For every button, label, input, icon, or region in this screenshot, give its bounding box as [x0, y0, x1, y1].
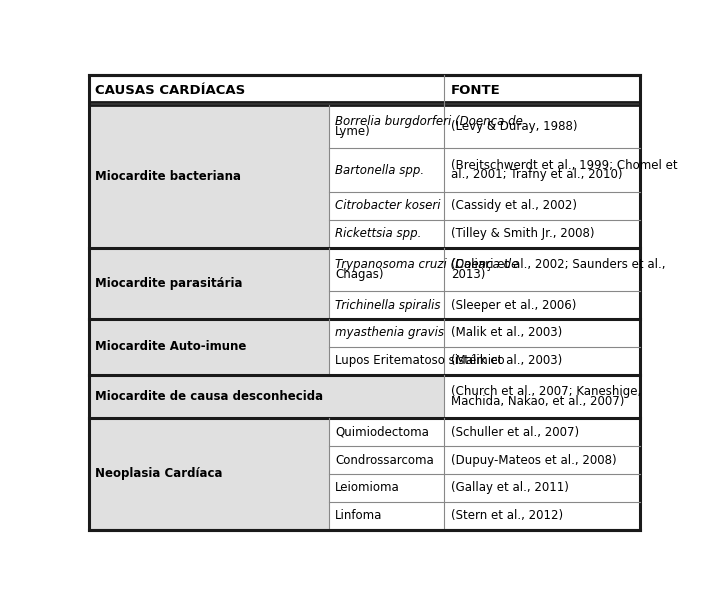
Bar [444, 291, 640, 319]
Text: (Cassidy et al., 2002): (Cassidy et al., 2002) [451, 199, 577, 213]
Bar [328, 347, 444, 375]
Text: Rickettsia spp.: Rickettsia spp. [335, 227, 422, 240]
Bar [328, 418, 444, 446]
Bar [444, 149, 640, 192]
Text: Miocardite de causa desconhecida: Miocardite de causa desconhecida [95, 390, 324, 403]
Bar [444, 192, 640, 220]
Text: (Breitschwerdt et al., 1999; Chomel et: (Breitschwerdt et al., 1999; Chomel et [451, 159, 678, 172]
Bar [89, 418, 328, 530]
Text: Citrobacter koseri: Citrobacter koseri [335, 199, 441, 213]
Text: Miocardite Auto-imune: Miocardite Auto-imune [95, 340, 247, 353]
Text: CAUSAS CARDÍACAS: CAUSAS CARDÍACAS [95, 84, 246, 96]
Text: Neoplasia Cardíaca: Neoplasia Cardíaca [95, 467, 223, 480]
Bar [444, 446, 640, 474]
Bar [444, 319, 640, 347]
Text: (Schuller et al., 2007): (Schuller et al., 2007) [451, 426, 579, 438]
Bar [328, 192, 444, 220]
Text: Miocardite parasitária: Miocardite parasitária [95, 277, 243, 290]
Text: (Sleeper et al., 2006): (Sleeper et al., 2006) [451, 299, 577, 311]
Bar [444, 220, 640, 247]
Bar [444, 375, 640, 418]
Bar [89, 105, 328, 247]
Text: (Levy & Duray, 1988): (Levy & Duray, 1988) [451, 120, 577, 133]
Text: 2013): 2013) [451, 268, 486, 281]
Text: (Tilley & Smith Jr., 2008): (Tilley & Smith Jr., 2008) [451, 227, 594, 240]
Bar [328, 105, 444, 149]
Bar [444, 247, 640, 291]
Bar [89, 375, 444, 418]
Bar [89, 319, 328, 375]
Bar [328, 220, 444, 247]
Text: Borrelia burgdorferi (Doença de: Borrelia burgdorferi (Doença de [335, 115, 523, 128]
Bar [328, 474, 444, 502]
Text: Bartonella spp.: Bartonella spp. [335, 164, 424, 177]
Bar [328, 247, 444, 291]
Text: (Malik et al., 2003): (Malik et al., 2003) [451, 326, 562, 340]
Text: al., 2001; Trafny et al., 2010): al., 2001; Trafny et al., 2010) [451, 168, 622, 181]
Text: Trichinella spiralis: Trichinella spiralis [335, 299, 441, 311]
Text: Quimiodectoma: Quimiodectoma [335, 426, 429, 438]
Bar [328, 446, 444, 474]
Text: Condrossarcoma: Condrossarcoma [335, 453, 434, 467]
Text: (Church et al., 2007; Kaneshige,: (Church et al., 2007; Kaneshige, [451, 385, 641, 398]
Bar [328, 502, 444, 530]
Bar [328, 149, 444, 192]
Bar [89, 75, 640, 105]
Bar [444, 347, 640, 375]
Text: Chagas): Chagas) [335, 268, 384, 281]
Text: Machida, Nakao, et al., 2007): Machida, Nakao, et al., 2007) [451, 395, 624, 408]
Bar [328, 291, 444, 319]
Text: (Dupuy-Mateos et al., 2008): (Dupuy-Mateos et al., 2008) [451, 453, 616, 467]
Text: (Stern et al., 2012): (Stern et al., 2012) [451, 509, 563, 522]
Bar [444, 418, 640, 446]
Bar [444, 502, 640, 530]
Bar [89, 247, 328, 319]
Text: Leiomioma: Leiomioma [335, 482, 400, 494]
Bar [328, 319, 444, 347]
Text: Trypanosoma cruzi (Doença de: Trypanosoma cruzi (Doença de [335, 258, 518, 271]
Text: (Malik et al., 2003): (Malik et al., 2003) [451, 354, 562, 367]
Bar [444, 105, 640, 149]
Text: myasthenia gravis: myasthenia gravis [335, 326, 444, 340]
Text: (Caliari et al., 2002; Saunders et al.,: (Caliari et al., 2002; Saunders et al., [451, 258, 665, 271]
Text: Linfoma: Linfoma [335, 509, 383, 522]
Text: FONTE: FONTE [451, 84, 501, 96]
Text: (Gallay et al., 2011): (Gallay et al., 2011) [451, 482, 569, 494]
Text: Lyme): Lyme) [335, 125, 371, 138]
Bar [444, 474, 640, 502]
Text: Lupos Eritematoso sistémico: Lupos Eritematoso sistémico [335, 354, 505, 367]
Text: Miocardite bacteriana: Miocardite bacteriana [95, 170, 242, 183]
